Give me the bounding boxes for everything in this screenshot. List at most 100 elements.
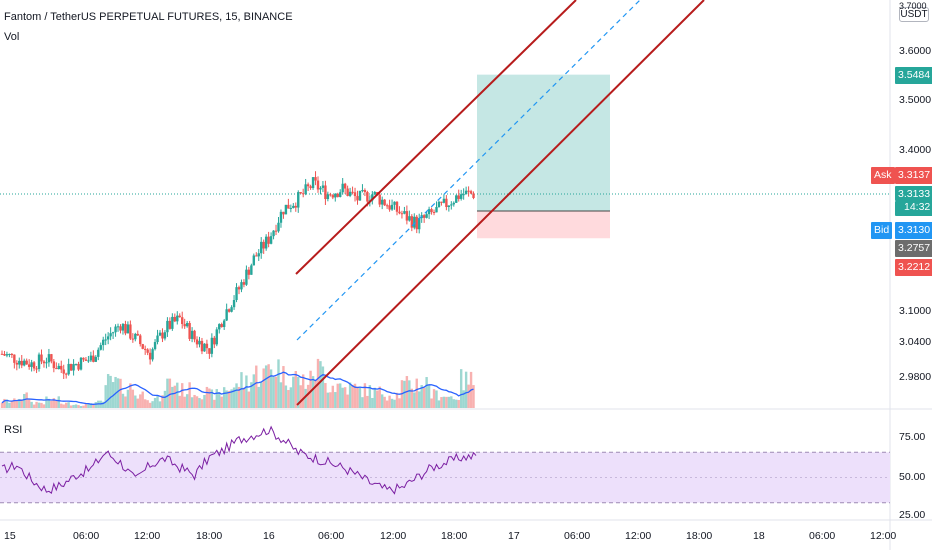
volume-bar bbox=[3, 398, 6, 408]
candle-body bbox=[146, 349, 149, 353]
volume-bar bbox=[166, 378, 169, 408]
volume-bar bbox=[346, 394, 349, 408]
volume-bar bbox=[437, 400, 441, 408]
candle-body bbox=[336, 193, 339, 197]
volume-bar bbox=[410, 388, 414, 408]
candle-body bbox=[264, 236, 268, 249]
candle-body bbox=[153, 342, 157, 350]
candle-body bbox=[324, 185, 327, 200]
volume-bar bbox=[264, 365, 268, 408]
volume-bar bbox=[188, 382, 191, 408]
candle-body bbox=[430, 209, 433, 213]
candle-body bbox=[30, 362, 33, 367]
time-label: 18:00 bbox=[196, 530, 223, 542]
volume-bar bbox=[299, 385, 302, 408]
volume-bar bbox=[23, 393, 26, 408]
volume-bar bbox=[408, 380, 411, 408]
candle-body bbox=[235, 287, 238, 300]
candle-body bbox=[346, 188, 349, 196]
candle-body bbox=[69, 363, 73, 371]
price-tick: 3.4000 bbox=[899, 144, 932, 156]
candle-body bbox=[200, 340, 204, 352]
volume-ma-line bbox=[1, 371, 474, 405]
candle-body bbox=[0, 353, 4, 355]
volume-bar bbox=[205, 386, 209, 408]
candle-body bbox=[161, 332, 164, 339]
volume-bar bbox=[331, 385, 335, 408]
volume-bar bbox=[176, 382, 179, 408]
volume-bar bbox=[13, 398, 16, 408]
candle-body bbox=[168, 320, 172, 329]
volume-bar bbox=[146, 400, 149, 408]
volume-bar bbox=[153, 397, 157, 408]
candle-body bbox=[119, 326, 122, 331]
volume-bar bbox=[452, 399, 455, 408]
mark-price-tag: 3.2757 bbox=[895, 240, 932, 257]
candle-body bbox=[257, 253, 260, 257]
candle-body bbox=[210, 337, 214, 354]
candle-body bbox=[62, 369, 65, 374]
candle-body bbox=[339, 192, 342, 197]
volume-bar bbox=[178, 395, 181, 408]
volume-bar bbox=[104, 385, 107, 408]
volume-bar bbox=[371, 397, 374, 408]
volume-bar bbox=[351, 384, 354, 408]
time-label: 18 bbox=[753, 530, 765, 542]
candle-body bbox=[450, 204, 453, 206]
candle-body bbox=[294, 205, 297, 208]
volume-bar bbox=[82, 405, 85, 408]
candle-body bbox=[32, 362, 36, 369]
candle-body bbox=[398, 211, 401, 214]
volume-bar bbox=[301, 374, 305, 408]
volume-bar bbox=[247, 391, 251, 408]
volume-bar bbox=[62, 404, 65, 408]
candle-body bbox=[114, 326, 117, 333]
candle-body bbox=[60, 365, 63, 370]
volume-bar bbox=[183, 396, 186, 408]
volume-bar bbox=[52, 398, 56, 408]
candle-body bbox=[220, 324, 223, 327]
candle-body bbox=[124, 323, 127, 334]
candle-body bbox=[193, 330, 196, 340]
candle-body bbox=[331, 195, 335, 198]
candle-body bbox=[292, 205, 295, 208]
volume-bar bbox=[141, 391, 144, 408]
volume-bar bbox=[267, 364, 270, 408]
candle-body bbox=[92, 355, 95, 362]
candle-body bbox=[309, 186, 312, 189]
candle-body bbox=[400, 213, 404, 215]
volume-bar bbox=[390, 398, 394, 408]
volume-bar bbox=[398, 398, 401, 408]
candle-body bbox=[156, 335, 159, 343]
volume-bar bbox=[435, 390, 438, 408]
volume-bar bbox=[427, 384, 431, 408]
volume-bar bbox=[242, 387, 246, 408]
volume-bar bbox=[213, 399, 216, 408]
volume-bar bbox=[422, 387, 426, 408]
candle-body bbox=[102, 339, 105, 346]
candle-body bbox=[378, 194, 381, 205]
volume-bar bbox=[50, 400, 53, 408]
candle-body bbox=[437, 201, 441, 208]
candle-body bbox=[390, 204, 394, 210]
candle-body bbox=[203, 343, 206, 352]
candle-body bbox=[136, 333, 139, 336]
volume-bar bbox=[40, 402, 43, 408]
candle-body bbox=[393, 201, 396, 205]
volume-bar bbox=[218, 391, 221, 408]
volume-bar bbox=[336, 383, 339, 408]
volume-bar bbox=[309, 370, 312, 408]
candle-body bbox=[37, 354, 41, 369]
candle-body bbox=[371, 194, 374, 201]
volume-bar bbox=[358, 387, 362, 408]
currency-selector[interactable]: USDT bbox=[899, 7, 929, 22]
candle-body bbox=[425, 214, 428, 218]
price-tick: 3.6000 bbox=[899, 45, 932, 57]
candle-body bbox=[222, 320, 226, 327]
volume-bar bbox=[393, 399, 396, 408]
candle-body bbox=[316, 180, 320, 190]
time-label: 12:00 bbox=[870, 530, 897, 542]
volume-bar bbox=[208, 388, 211, 408]
